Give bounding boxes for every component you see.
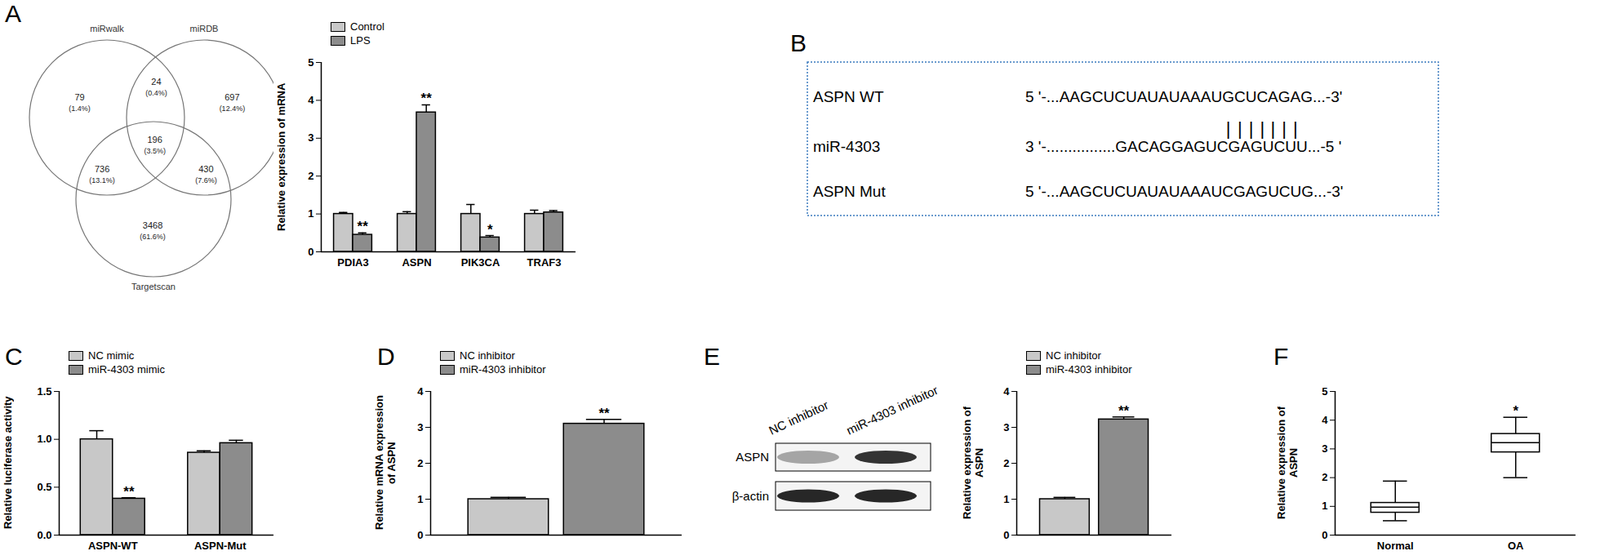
svg-text:2: 2 bbox=[307, 169, 314, 183]
html-text:miR-4303 inhibitor: miR-4303 inhibitor bbox=[459, 363, 546, 376]
svg-text:736: 736 bbox=[94, 164, 110, 174]
svg-text:Targetscan: Targetscan bbox=[131, 281, 176, 292]
svg-text:|: | bbox=[1226, 118, 1232, 139]
svg-text:|: | bbox=[1259, 118, 1265, 139]
svg-text:0: 0 bbox=[307, 245, 314, 258]
html-text:NC mimic: NC mimic bbox=[88, 349, 135, 362]
svg-text:5: 5 bbox=[307, 56, 314, 69]
html-text:Relative luciferase activity: Relative luciferase activity bbox=[1, 396, 14, 530]
svg-text:**: ** bbox=[123, 484, 135, 500]
svg-text:196: 196 bbox=[146, 134, 162, 145]
html-text:E: E bbox=[703, 342, 720, 370]
html-text:miR-4303 mimic: miR-4303 mimic bbox=[88, 363, 165, 376]
svg-text:79: 79 bbox=[74, 92, 85, 103]
svg-text:24: 24 bbox=[151, 76, 161, 87]
svg-text:0: 0 bbox=[1003, 528, 1009, 542]
svg-text:β-actin: β-actin bbox=[732, 488, 769, 503]
svg-text:(61.6%): (61.6%) bbox=[139, 232, 166, 241]
svg-text:3: 3 bbox=[417, 421, 423, 434]
svg-text:miRwalk: miRwalk bbox=[89, 23, 125, 34]
svg-text:|: | bbox=[1293, 118, 1298, 139]
svg-text:2: 2 bbox=[1003, 457, 1009, 470]
svg-text:0.0: 0.0 bbox=[36, 528, 52, 542]
svg-text:*: * bbox=[1512, 403, 1519, 419]
svg-text:3: 3 bbox=[307, 131, 314, 144]
svg-text:2: 2 bbox=[417, 457, 423, 470]
svg-text:OA: OA bbox=[1507, 539, 1525, 552]
svg-text:3468: 3468 bbox=[142, 220, 163, 231]
svg-text:1: 1 bbox=[417, 493, 423, 506]
svg-text:5 '-...AAGCUCUAUAUAAAUCGAGUCUG: 5 '-...AAGCUCUAUAUAAAUCGAGUCUG...-3' bbox=[1025, 182, 1343, 200]
svg-text:3: 3 bbox=[1321, 442, 1328, 455]
svg-text:ASPN: ASPN bbox=[401, 256, 432, 269]
svg-text:miRDB: miRDB bbox=[190, 23, 219, 34]
svg-text:ASPN Mut: ASPN Mut bbox=[813, 182, 886, 200]
svg-text:4: 4 bbox=[307, 93, 315, 107]
html-text:miR-4303 inhibitor: miR-4303 inhibitor bbox=[1045, 363, 1132, 376]
svg-text:ASPN-Mut: ASPN-Mut bbox=[194, 539, 247, 552]
svg-text:1: 1 bbox=[1003, 493, 1009, 506]
svg-text:3 '-................GACAGGAGUC: 3 '-................GACAGGAGUCGAGUCUU...… bbox=[1025, 137, 1342, 156]
svg-text:**: ** bbox=[421, 90, 433, 107]
html-text:Relative expression of ASPN: Relative expression of ASPN bbox=[960, 406, 986, 520]
svg-text:|: | bbox=[1248, 118, 1254, 139]
html-text:Relative expression of mRNA: Relative expression of mRNA bbox=[275, 82, 288, 231]
svg-text:1: 1 bbox=[1321, 499, 1328, 512]
html-text:F: F bbox=[1273, 342, 1289, 370]
svg-text:(3.5%): (3.5%) bbox=[143, 146, 166, 156]
html-text:Control: Control bbox=[350, 20, 385, 33]
svg-text:miR-4303: miR-4303 bbox=[813, 137, 880, 156]
svg-text:697: 697 bbox=[224, 92, 240, 103]
svg-text:ASPN: ASPN bbox=[735, 449, 769, 464]
svg-text:TRAF3: TRAF3 bbox=[527, 256, 562, 269]
svg-text:1.5: 1.5 bbox=[36, 385, 52, 398]
svg-text:430: 430 bbox=[198, 164, 214, 174]
html-text:C: C bbox=[4, 342, 23, 370]
svg-text:1.0: 1.0 bbox=[36, 432, 52, 445]
html-text:A: A bbox=[4, 0, 22, 27]
svg-text:|: | bbox=[1271, 118, 1276, 139]
svg-text:(12.4%): (12.4%) bbox=[219, 104, 246, 113]
svg-text:5 '-...AAGCUCUAUAUAAAUGCUCAGAG: 5 '-...AAGCUCUAUAUAAAUGCUCAGAG...-3' bbox=[1025, 88, 1343, 106]
html-text:B: B bbox=[790, 29, 807, 57]
html-text:D: D bbox=[377, 342, 395, 370]
svg-text:4: 4 bbox=[417, 385, 424, 398]
svg-text:0: 0 bbox=[1321, 528, 1328, 542]
svg-text:|: | bbox=[1281, 118, 1287, 139]
svg-text:**: ** bbox=[357, 218, 369, 235]
svg-text:|: | bbox=[1237, 118, 1243, 139]
svg-text:NC inhibitor: NC inhibitor bbox=[766, 397, 831, 438]
svg-text:1: 1 bbox=[307, 207, 314, 220]
svg-text:2: 2 bbox=[1321, 471, 1328, 484]
svg-text:(1.4%): (1.4%) bbox=[68, 104, 91, 113]
svg-text:(13.1%): (13.1%) bbox=[88, 176, 116, 185]
html-text:NC inhibitor: NC inhibitor bbox=[1045, 349, 1102, 362]
html-text:Relative expression of ASPN: Relative expression of ASPN bbox=[1275, 406, 1300, 520]
svg-text:ASPN WT: ASPN WT bbox=[813, 88, 885, 106]
svg-text:3: 3 bbox=[1003, 421, 1009, 434]
svg-text:4: 4 bbox=[1321, 413, 1329, 427]
html-text:LPS: LPS bbox=[350, 34, 371, 47]
svg-text:0: 0 bbox=[417, 528, 423, 542]
html-text:Relative mRNA expression of AS: Relative mRNA expression of ASPN bbox=[373, 395, 398, 531]
svg-text:**: ** bbox=[1118, 403, 1130, 419]
svg-text:(7.6%): (7.6%) bbox=[195, 176, 218, 185]
svg-text:miR-4303 inhibitor: miR-4303 inhibitor bbox=[844, 382, 941, 438]
svg-text:PDIA3: PDIA3 bbox=[337, 256, 369, 269]
svg-text:4: 4 bbox=[1003, 385, 1010, 398]
svg-text:(0.4%): (0.4%) bbox=[145, 88, 168, 98]
svg-text:Normal: Normal bbox=[1377, 539, 1414, 552]
html-text:NC inhibitor: NC inhibitor bbox=[459, 349, 516, 362]
svg-text:*: * bbox=[487, 222, 494, 238]
svg-text:ASPN-WT: ASPN-WT bbox=[88, 539, 138, 552]
svg-text:5: 5 bbox=[1321, 385, 1328, 398]
svg-text:**: ** bbox=[598, 405, 610, 422]
svg-text:PIK3CA: PIK3CA bbox=[461, 256, 501, 269]
svg-text:0.5: 0.5 bbox=[36, 480, 52, 494]
